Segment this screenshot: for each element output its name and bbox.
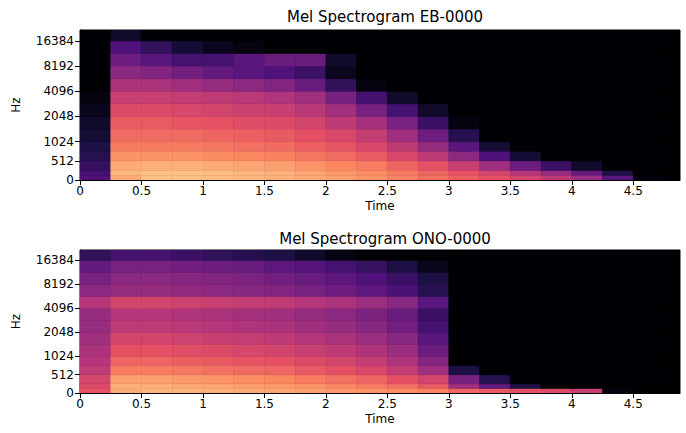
svg-text:1.5: 1.5 — [255, 397, 274, 411]
svg-text:1.5: 1.5 — [255, 184, 274, 198]
svg-text:Time: Time — [364, 199, 394, 213]
svg-text:0.5: 0.5 — [132, 397, 151, 411]
svg-text:4: 4 — [568, 184, 576, 198]
svg-text:Mel Spectrogram EB-0000: Mel Spectrogram EB-0000 — [287, 8, 483, 26]
svg-text:1: 1 — [199, 397, 207, 411]
svg-text:1024: 1024 — [43, 135, 74, 149]
svg-text:Hz: Hz — [9, 97, 23, 112]
svg-text:4.5: 4.5 — [624, 397, 643, 411]
svg-text:4: 4 — [568, 397, 576, 411]
svg-text:0: 0 — [76, 184, 84, 198]
svg-text:1024: 1024 — [43, 349, 74, 363]
svg-text:3: 3 — [445, 184, 453, 198]
svg-text:2.5: 2.5 — [378, 397, 397, 411]
svg-text:2: 2 — [322, 397, 330, 411]
svg-text:2.5: 2.5 — [378, 184, 397, 198]
svg-text:0: 0 — [66, 386, 74, 400]
svg-text:8192: 8192 — [43, 277, 74, 291]
svg-text:2048: 2048 — [43, 109, 74, 123]
svg-text:4096: 4096 — [43, 301, 74, 315]
svg-text:8192: 8192 — [43, 59, 74, 73]
svg-text:512: 512 — [51, 368, 74, 382]
svg-text:Time: Time — [364, 412, 394, 426]
svg-text:Mel Spectrogram ONO-0000: Mel Spectrogram ONO-0000 — [279, 230, 491, 248]
svg-text:0.5: 0.5 — [132, 184, 151, 198]
svg-text:4.5: 4.5 — [624, 184, 643, 198]
svg-text:0: 0 — [76, 397, 84, 411]
svg-text:1: 1 — [199, 184, 207, 198]
svg-text:0: 0 — [66, 173, 74, 187]
svg-text:16384: 16384 — [36, 34, 74, 48]
svg-text:Hz: Hz — [9, 314, 23, 329]
svg-text:3.5: 3.5 — [501, 397, 520, 411]
svg-text:3: 3 — [445, 397, 453, 411]
svg-text:2048: 2048 — [43, 325, 74, 339]
svg-text:16384: 16384 — [36, 253, 74, 267]
svg-text:2: 2 — [322, 184, 330, 198]
svg-text:512: 512 — [51, 154, 74, 168]
svg-text:4096: 4096 — [43, 84, 74, 98]
svg-text:3.5: 3.5 — [501, 184, 520, 198]
